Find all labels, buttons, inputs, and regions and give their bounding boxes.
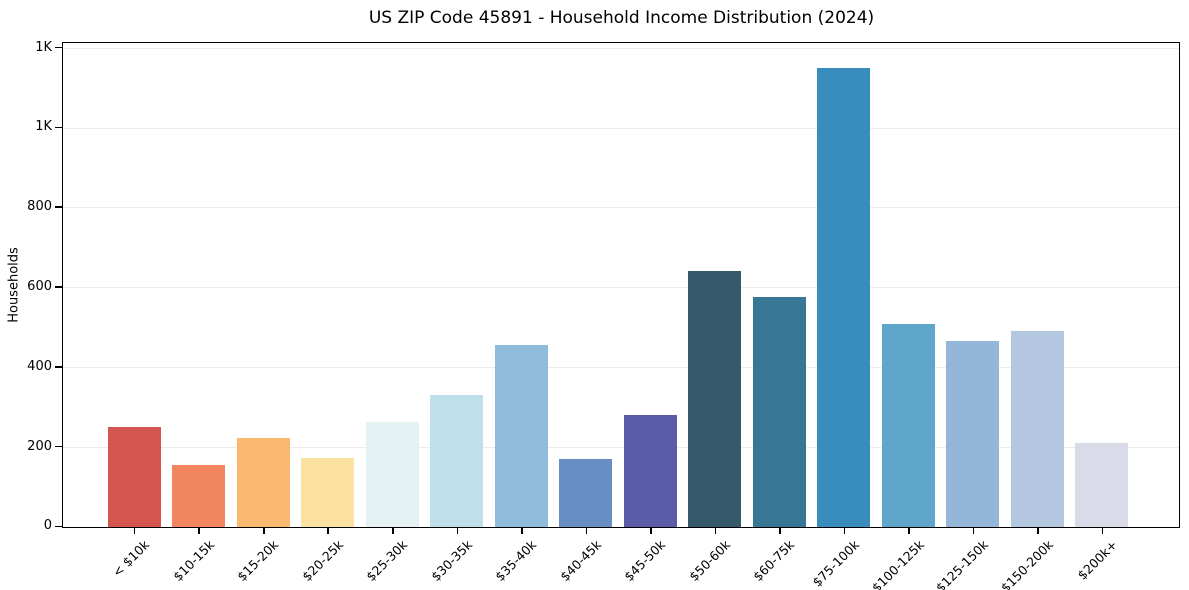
bar-4 (365, 422, 419, 527)
x-tick-mark (392, 528, 394, 534)
y-tick-mark (55, 126, 62, 129)
x-tick-label: $200k+ (1074, 537, 1121, 583)
y-tick-label: 400 (27, 358, 52, 374)
x-tick-label: $100-125k (868, 537, 927, 590)
x-tick-label: $35-40k (492, 537, 540, 585)
y-tick-mark (55, 365, 62, 368)
y-tick-label: 0 (43, 518, 52, 534)
x-tick-mark (972, 528, 975, 534)
x-tick-label: $40-45k (556, 537, 605, 585)
x-tick-mark (133, 528, 136, 534)
y-tick-mark (55, 46, 62, 49)
x-tick-label: $20-25k (298, 537, 346, 585)
bar-2 (236, 438, 290, 527)
bar-15 (1075, 442, 1129, 527)
x-tick-label: $30-35k (427, 537, 475, 585)
gridline-1200 (63, 47, 1179, 49)
y-tick-label: 1K (35, 39, 52, 55)
bar-5 (430, 394, 484, 527)
bar-6 (494, 344, 548, 527)
gridline-800 (63, 207, 1179, 209)
y-tick-label: 600 (27, 278, 52, 294)
x-tick-mark (198, 528, 201, 534)
x-tick-label: $125-150k (932, 537, 992, 590)
y-tick-label: 800 (27, 199, 52, 215)
x-tick-mark (456, 528, 459, 534)
x-tick-mark (585, 528, 588, 534)
y-tick-mark (55, 445, 62, 448)
x-tick-mark (843, 528, 846, 534)
bar-9 (688, 271, 742, 527)
gridline-1000 (63, 127, 1179, 129)
x-tick-mark (521, 528, 523, 534)
y-tick-mark (55, 525, 62, 528)
x-tick-label: $10-15k (169, 537, 217, 585)
bar-3 (301, 458, 355, 527)
gridline-400 (63, 366, 1179, 368)
y-tick-label: 200 (27, 438, 52, 454)
x-tick-mark (714, 528, 717, 534)
bar-7 (559, 458, 613, 527)
x-tick-label: $60-75k (750, 537, 798, 585)
x-tick-label: $15-20k (234, 537, 282, 585)
chart-title: US ZIP Code 45891 - Household Income Dis… (368, 8, 875, 28)
bar-10 (752, 296, 806, 527)
bar-0 (107, 426, 161, 527)
x-tick-mark (650, 528, 652, 534)
x-tick-mark (779, 528, 781, 534)
bar-1 (172, 465, 226, 527)
y-tick-label: 1K (35, 119, 52, 135)
x-tick-mark (327, 528, 330, 534)
y-tick-mark (55, 206, 62, 209)
y-tick-mark (55, 286, 62, 288)
bar-8 (623, 415, 677, 527)
x-tick-label: $25-30k (363, 537, 411, 585)
bar-13 (946, 341, 1000, 527)
gridline-200 (63, 446, 1179, 448)
x-tick-mark (1037, 528, 1039, 534)
x-tick-mark (1101, 528, 1104, 534)
bar-12 (881, 324, 935, 527)
x-tick-label: $50-60k (686, 537, 734, 585)
x-tick-label: $45-50k (621, 537, 669, 585)
plot-area (62, 42, 1180, 528)
x-tick-mark (908, 528, 910, 534)
gridline-600 (63, 287, 1179, 289)
bar-14 (1010, 331, 1064, 527)
x-tick-label: $150-200k (997, 537, 1056, 590)
bar-11 (817, 68, 871, 527)
x-tick-mark (262, 528, 265, 534)
x-tick-label: < $10k (109, 537, 153, 580)
x-tick-label: $75-100k (809, 537, 863, 590)
